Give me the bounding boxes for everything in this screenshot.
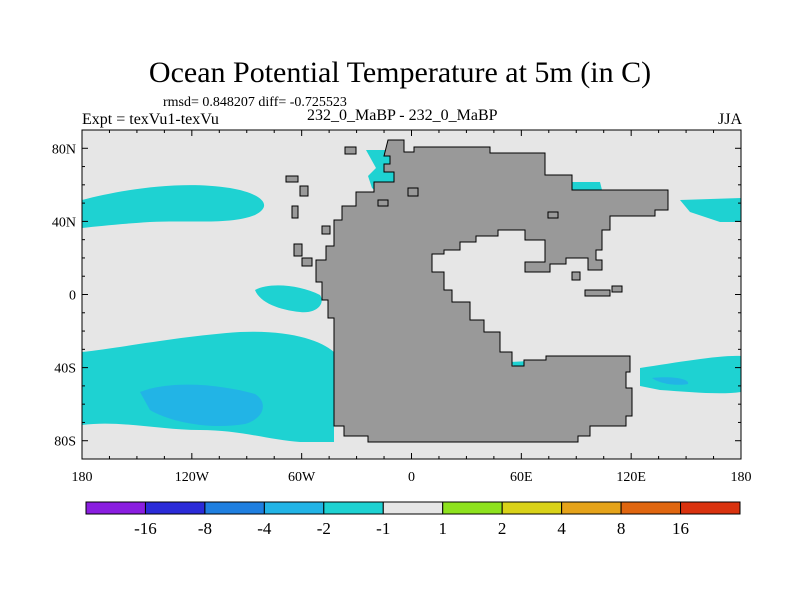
colorbar-swatch <box>382 501 444 515</box>
land-small-island-13 <box>571 271 581 281</box>
land-main-continent <box>315 139 669 443</box>
anomaly-patch-deep-south-pacific <box>140 384 263 427</box>
colorbar-swatch <box>323 501 384 515</box>
colorbar-label: -4 <box>257 519 272 538</box>
y-tick-label: 40S <box>54 362 76 377</box>
land-small-island-1 <box>344 146 357 155</box>
land-small-island-7 <box>321 225 331 235</box>
y-tick-label: 80S <box>54 435 76 450</box>
y-axis: 80N 40N 0 40S 80S <box>52 142 741 450</box>
experiment-label: Expt = texVu1-texVu <box>82 111 219 128</box>
x-tick-label: 60W <box>288 470 316 485</box>
colorbar-label: 4 <box>557 519 566 538</box>
land-small-island-5 <box>293 243 303 257</box>
colorbar-swatch <box>144 501 206 515</box>
land-small-island-6 <box>301 257 313 267</box>
anomaly-patch-southeast <box>640 355 741 394</box>
colorbar-swatch <box>263 501 325 515</box>
colorbar-swatch <box>442 501 503 515</box>
anomaly-patch-southeast-core <box>652 377 689 385</box>
colorbar-label: 8 <box>617 519 626 538</box>
land-small-island-4 <box>291 205 299 219</box>
land-small-island-9 <box>407 187 419 197</box>
colorbar-swatch <box>85 501 146 515</box>
colorbar-label: -1 <box>376 519 390 538</box>
anomaly-patch-far-east <box>680 198 741 222</box>
colorbar-swatch <box>561 501 622 515</box>
colorbar-swatch <box>680 501 741 515</box>
land-small-island-2 <box>285 175 299 183</box>
colorbar-swatch <box>501 501 563 515</box>
colorbar-label: 1 <box>438 519 447 538</box>
x-tick-label: 180 <box>731 470 752 485</box>
anomaly-regions-minus2-minus4 <box>140 377 689 427</box>
center-label: 232_0_MaBP - 232_0_MaBP <box>307 107 498 124</box>
colorbar-label: -8 <box>198 519 212 538</box>
land-small-island-11 <box>584 289 611 297</box>
x-axis: 180 120W 60W 0 60E 120E 180 <box>72 130 752 485</box>
land-mask <box>285 139 669 443</box>
stats-label: rmsd= 0.848207 diff= -0.725523 <box>163 95 347 110</box>
x-tick-label: 180 <box>72 470 93 485</box>
land-small-island-8 <box>377 199 389 207</box>
chart-title: Ocean Potential Temperature at 5m (in C) <box>148 56 652 89</box>
colorbar-label: -16 <box>134 519 157 538</box>
y-tick-label: 0 <box>69 289 76 304</box>
season-label: JJA <box>717 111 742 128</box>
colorbar-label: -2 <box>317 519 331 538</box>
colorbar-label: 16 <box>672 519 689 538</box>
colorbar: -16 -8 -4 -2 -1 1 2 4 8 16 <box>85 501 741 538</box>
colorbar-swatch <box>620 501 682 515</box>
land-small-island-3 <box>299 185 309 197</box>
colorbar-swatch <box>204 501 265 515</box>
land-small-island-12 <box>611 285 623 293</box>
x-tick-label: 0 <box>408 470 415 485</box>
y-tick-label: 40N <box>52 215 76 230</box>
x-tick-label: 60E <box>510 470 533 485</box>
x-tick-label: 120E <box>616 470 646 485</box>
anomaly-patch-tropical <box>255 285 322 313</box>
colorbar-label: 2 <box>498 519 507 538</box>
land-small-island-10 <box>547 211 559 219</box>
y-tick-label: 80N <box>52 142 76 157</box>
x-tick-label: 120W <box>175 470 210 485</box>
anomaly-patch-north-atlantic <box>82 185 265 228</box>
